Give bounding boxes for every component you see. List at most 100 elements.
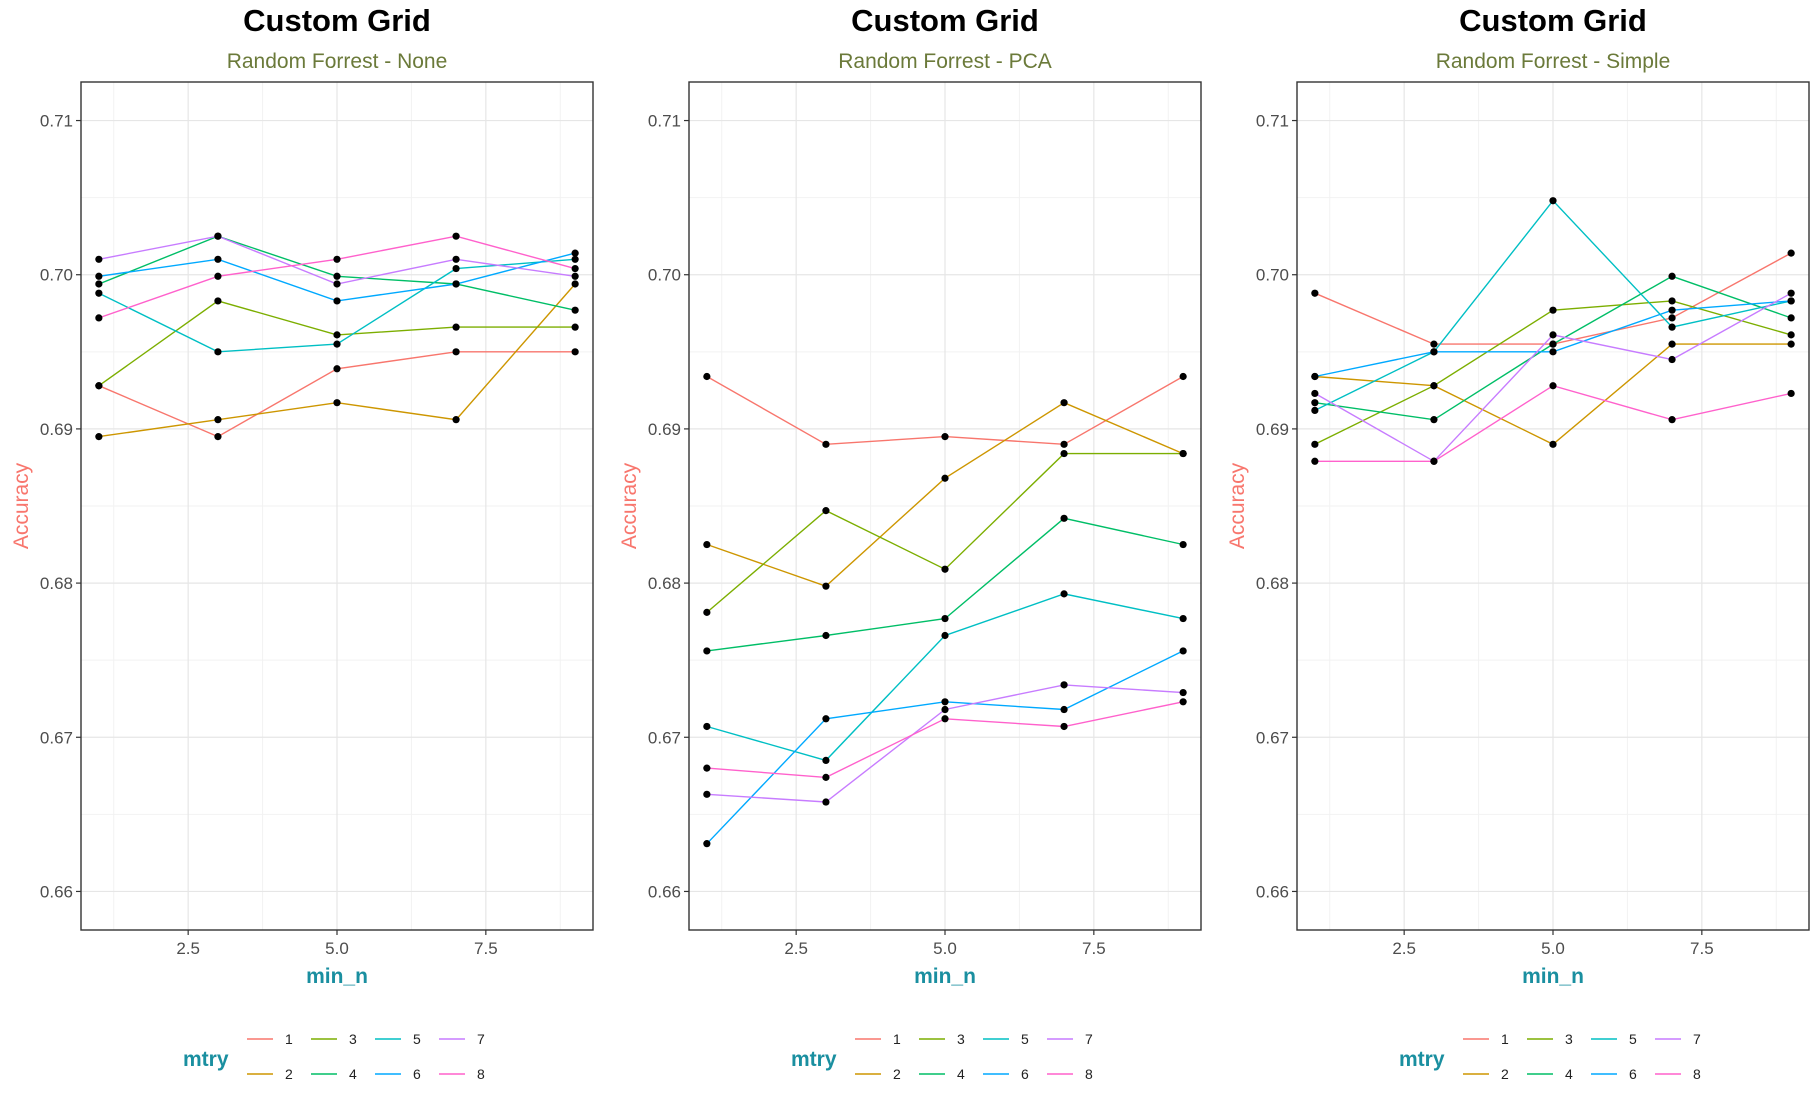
y-tick-label: 0.66: [1256, 882, 1289, 901]
x-tick-label: 2.5: [1392, 939, 1416, 958]
data-point-mtry-7: [452, 255, 460, 263]
data-point-mtry-3: [214, 297, 222, 305]
data-point-mtry-6: [703, 840, 711, 848]
x-tick-label: 2.5: [176, 939, 200, 958]
data-point-mtry-8: [333, 255, 341, 263]
legend-label: 6: [1021, 1066, 1029, 1082]
legend-label: 3: [957, 1031, 965, 1047]
y-tick-label: 0.70: [40, 266, 73, 285]
data-point-mtry-3: [95, 382, 103, 390]
legend-label: 1: [1501, 1031, 1509, 1047]
y-tick-label: 0.68: [40, 574, 73, 593]
data-point-mtry-2: [452, 416, 460, 424]
legend-item-mtry-7: 7: [1047, 1031, 1093, 1047]
legend-item-mtry-1: 1: [1463, 1031, 1509, 1047]
legend-item-mtry-7: 7: [1655, 1031, 1701, 1047]
data-point-mtry-8: [941, 715, 949, 723]
data-point-mtry-3: [703, 608, 711, 616]
data-point-mtry-4: [822, 631, 830, 640]
data-point-mtry-1: [703, 372, 711, 381]
data-point-mtry-4: [703, 647, 711, 655]
legend-item-mtry-5: 5: [1591, 1031, 1637, 1047]
data-point-mtry-2: [333, 399, 341, 407]
y-tick-label: 0.69: [1256, 420, 1289, 439]
data-point-mtry-5: [95, 289, 103, 297]
data-point-mtry-3: [1668, 297, 1676, 305]
legend-title: mtry: [183, 1048, 229, 1071]
data-point-mtry-6: [333, 297, 341, 305]
data-point-mtry-5: [333, 340, 341, 348]
data-point-mtry-3: [1179, 449, 1187, 458]
data-point-mtry-5: [571, 255, 579, 263]
legend-item-mtry-6: 6: [1591, 1066, 1637, 1082]
data-point-mtry-3: [1430, 382, 1438, 390]
data-point-mtry-1: [941, 433, 949, 441]
data-point-mtry-7: [214, 232, 222, 240]
data-point-mtry-3: [1060, 449, 1068, 458]
legend-item-mtry-8: 8: [439, 1066, 485, 1082]
data-point-mtry-4: [1668, 272, 1676, 280]
data-point-mtry-7: [1311, 389, 1319, 398]
data-point-mtry-6: [822, 715, 830, 723]
y-tick-label: 0.67: [40, 728, 73, 747]
y-tick-label: 0.69: [648, 420, 681, 439]
data-point-mtry-3: [1549, 306, 1557, 314]
data-point-mtry-4: [1311, 399, 1319, 407]
data-point-mtry-7: [941, 705, 949, 714]
data-point-mtry-1: [1668, 314, 1676, 322]
data-point-mtry-8: [571, 264, 579, 273]
y-tick-label: 0.70: [1256, 266, 1289, 285]
legend-label: 5: [413, 1031, 421, 1047]
data-point-mtry-4: [95, 280, 103, 288]
legend-item-mtry-1: 1: [247, 1031, 293, 1047]
y-tick-label: 0.66: [648, 882, 681, 901]
legend-item-mtry-2: 2: [247, 1066, 293, 1082]
data-point-mtry-3: [822, 507, 830, 515]
y-tick-label: 0.70: [648, 266, 681, 285]
legend-item-mtry-1: 1: [855, 1031, 901, 1047]
x-tick-label: 2.5: [784, 939, 808, 958]
data-point-mtry-6: [1311, 372, 1319, 381]
data-point-mtry-5: [1668, 323, 1676, 331]
data-point-mtry-2: [1668, 340, 1676, 348]
legend-label: 6: [1629, 1066, 1637, 1082]
data-point-mtry-7: [333, 280, 341, 288]
data-point-mtry-8: [1179, 698, 1187, 706]
data-point-mtry-4: [1549, 340, 1557, 348]
legend-item-mtry-7: 7: [439, 1031, 485, 1047]
legend-label: 2: [893, 1066, 901, 1082]
data-point-mtry-6: [452, 280, 460, 288]
data-point-mtry-2: [95, 433, 103, 441]
legend-label: 4: [349, 1066, 357, 1082]
data-point-mtry-6: [1060, 705, 1068, 714]
data-point-mtry-1: [1060, 440, 1068, 448]
data-point-mtry-1: [1311, 289, 1319, 297]
data-point-mtry-4: [941, 614, 949, 623]
legend-label: 8: [1085, 1066, 1093, 1082]
legend-item-mtry-2: 2: [855, 1066, 901, 1082]
data-point-mtry-5: [941, 631, 949, 640]
data-point-mtry-8: [1668, 416, 1676, 424]
data-point-mtry-2: [941, 474, 949, 482]
y-tick-label: 0.68: [648, 574, 681, 593]
data-point-mtry-2: [1060, 399, 1068, 407]
legend-label: 4: [1565, 1066, 1573, 1082]
data-point-mtry-6: [571, 249, 579, 257]
y-tick-label: 0.66: [40, 882, 73, 901]
y-tick-label: 0.71: [648, 112, 681, 131]
legend-item-mtry-5: 5: [983, 1031, 1029, 1047]
x-tick-label: 7.5: [474, 939, 498, 958]
x-axis-label: min_n: [1522, 965, 1584, 988]
data-point-mtry-5: [1549, 197, 1557, 205]
legend-item-mtry-3: 3: [919, 1031, 965, 1047]
data-point-mtry-1: [1179, 372, 1187, 381]
x-axis-label: min_n: [914, 965, 976, 988]
data-point-mtry-5: [822, 756, 830, 765]
data-point-mtry-2: [1787, 340, 1795, 348]
legend-item-mtry-5: 5: [375, 1031, 421, 1047]
data-point-mtry-8: [1311, 457, 1319, 465]
legend-title: mtry: [1399, 1048, 1445, 1071]
data-point-mtry-1: [214, 433, 222, 441]
y-tick-label: 0.69: [40, 420, 73, 439]
legend-title: mtry: [791, 1048, 837, 1071]
